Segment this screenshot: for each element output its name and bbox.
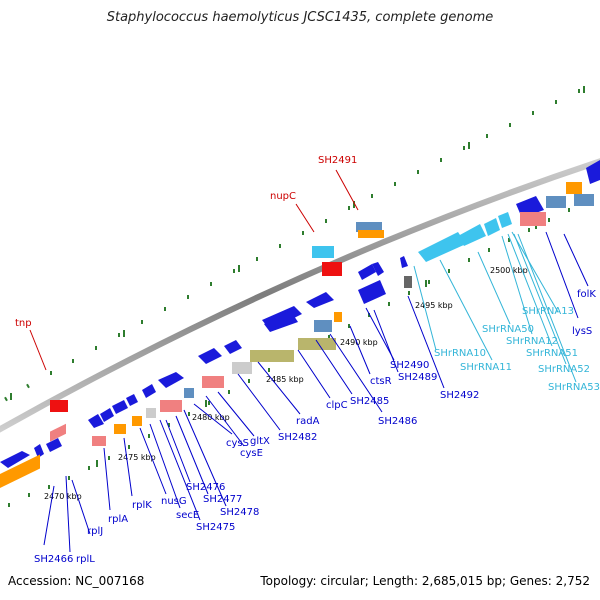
gene-cysE [224,340,242,354]
gene-SHrRNA10 [418,232,466,262]
label-SHrRNA50: SHrRNA50 [482,324,534,335]
label-cysS: cysS [226,438,249,449]
label-SHrRNA53: SHrRNA53 [548,382,600,393]
map-title: Staphylococcus haemolyticus JCSC1435, co… [106,10,494,25]
label-rplK: rplK [132,500,152,511]
rrna-genes [312,212,512,262]
scale-label: 2500 kbp [490,266,528,275]
gene-SHrRNA12 [498,212,512,228]
label-SHrRNA11: SHrRNA11 [460,362,512,373]
label-cysE: cysE [240,448,263,459]
genome-backbone [0,158,600,433]
gene-SH2466 [0,451,30,468]
label-nupC: nupC [270,191,296,202]
label-SHrRNA12: SHrRNA12 [506,336,558,347]
gene-folK [586,160,600,184]
label-SH2475: SH2475 [196,522,235,533]
gene-radA [264,310,298,332]
label-SH2478: SH2478 [220,507,259,518]
gene-clpC [306,292,334,308]
label-SH2477: SH2477 [203,494,242,505]
gene-rplJ [46,438,62,452]
scale-labels: 2470 kbp 2475 kbp 2480 kbp 2485 kbp 2490… [44,266,528,501]
label-rplL: rplL [76,554,95,565]
label-radA: radA [296,416,320,427]
topology-text: Topology: circular; Length: 2,685,015 bp… [260,574,590,588]
scale-label: 2490 kbp [340,338,378,347]
gene-rplL [34,444,44,458]
label-SHrRNA13: SHrRNA13 [522,306,574,317]
gene-SH2492 [400,256,408,268]
gene-SHrRNA50 [484,218,500,236]
gene-nusG [112,400,128,414]
gene-SH2489 [372,262,384,276]
label-gltX: gltX [250,436,270,447]
label-folK: folK [577,289,596,300]
label-SH2466: SH2466 [34,554,73,565]
gene-ctsR [358,264,376,280]
label-SH2489: SH2489 [398,372,437,383]
gene-labels: tnp nupC SH2491 SH2466 rplL rplJ rplA rp… [15,155,600,565]
gene-rplA [88,414,104,428]
scale-label: 2470 kbp [44,492,82,501]
gene-cysS [198,348,222,364]
gene-SHrRNA11 [458,224,486,246]
label-SH2485: SH2485 [350,396,389,407]
gene-SH2475 [142,384,156,398]
label-SH2476: SH2476 [186,482,225,493]
leader-lines [29,169,589,553]
inner-dotted-ring [8,198,590,507]
gene-secE [126,394,138,406]
label-SH2491: SH2491 [318,155,357,166]
label-SH2490: SH2490 [390,360,429,371]
label-ctsR: ctsR [370,376,392,387]
gene-rplK [100,408,114,422]
gene-nupC-cyan [312,246,334,258]
gene-tnp [50,400,68,412]
label-SH2482: SH2482 [278,432,317,443]
label-nusG: nusG [161,496,187,507]
label-rplA: rplA [108,514,128,525]
label-rplJ: rplJ [87,526,103,537]
label-SH2492: SH2492 [440,390,479,401]
label-clpC: clpC [326,400,348,411]
gene-SH2476 [158,372,184,388]
label-SHrRNA51: SHrRNA51 [526,348,578,359]
category-boxes [0,182,594,488]
label-SH2486: SH2486 [378,416,417,427]
scale-label: 2495 kbp [415,301,453,310]
outer-dotted-ring [4,86,585,402]
label-SHrRNA10: SHrRNA10 [434,348,486,359]
label-secE: secE [176,510,199,521]
scale-label: 2475 kbp [118,453,156,462]
label-SHrRNA52: SHrRNA52 [538,364,590,375]
label-tnp: tnp [15,318,32,329]
label-lysS: lysS [572,326,592,337]
scale-label: 2485 kbp [266,375,304,384]
gene-SH2490 [358,280,386,304]
accession-text: Accession: NC_007168 [8,574,145,588]
